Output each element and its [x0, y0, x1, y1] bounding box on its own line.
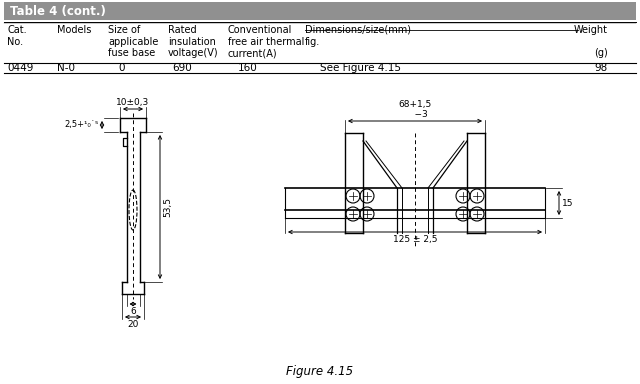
Text: 68+1,5
    −3: 68+1,5 −3: [398, 99, 431, 119]
Text: N-0: N-0: [57, 63, 75, 73]
Text: 0449: 0449: [7, 63, 33, 73]
Text: 125 ± 2,5: 125 ± 2,5: [393, 235, 437, 244]
Text: Conventional
free air thermal
current(A): Conventional free air thermal current(A): [228, 25, 305, 58]
Text: 6: 6: [130, 307, 136, 316]
Text: Dimensions/size(mm)
fig.: Dimensions/size(mm) fig.: [305, 25, 411, 46]
Text: Figure 4.15: Figure 4.15: [287, 366, 353, 379]
Text: Cat.
No.: Cat. No.: [7, 25, 27, 46]
Text: Models: Models: [57, 25, 92, 35]
Text: 160: 160: [238, 63, 258, 73]
Text: 10±0,3: 10±0,3: [116, 98, 150, 107]
Text: See Figure 4.15: See Figure 4.15: [320, 63, 401, 73]
Text: Table 4 (cont.): Table 4 (cont.): [10, 5, 106, 18]
Text: 15: 15: [562, 199, 573, 207]
Text: 0: 0: [118, 63, 125, 73]
Text: Rated
insulation
voltage(V): Rated insulation voltage(V): [168, 25, 219, 58]
Text: 690: 690: [172, 63, 192, 73]
Text: 98: 98: [595, 63, 608, 73]
Text: 53,5: 53,5: [163, 197, 172, 217]
Bar: [4, 2, 636, 20]
Text: Size of
applicable
fuse base: Size of applicable fuse base: [108, 25, 158, 58]
Text: 20: 20: [127, 320, 139, 329]
Text: 2,5+¹₀˙⁵: 2,5+¹₀˙⁵: [65, 121, 99, 129]
Text: Weight

(g): Weight (g): [574, 25, 608, 58]
